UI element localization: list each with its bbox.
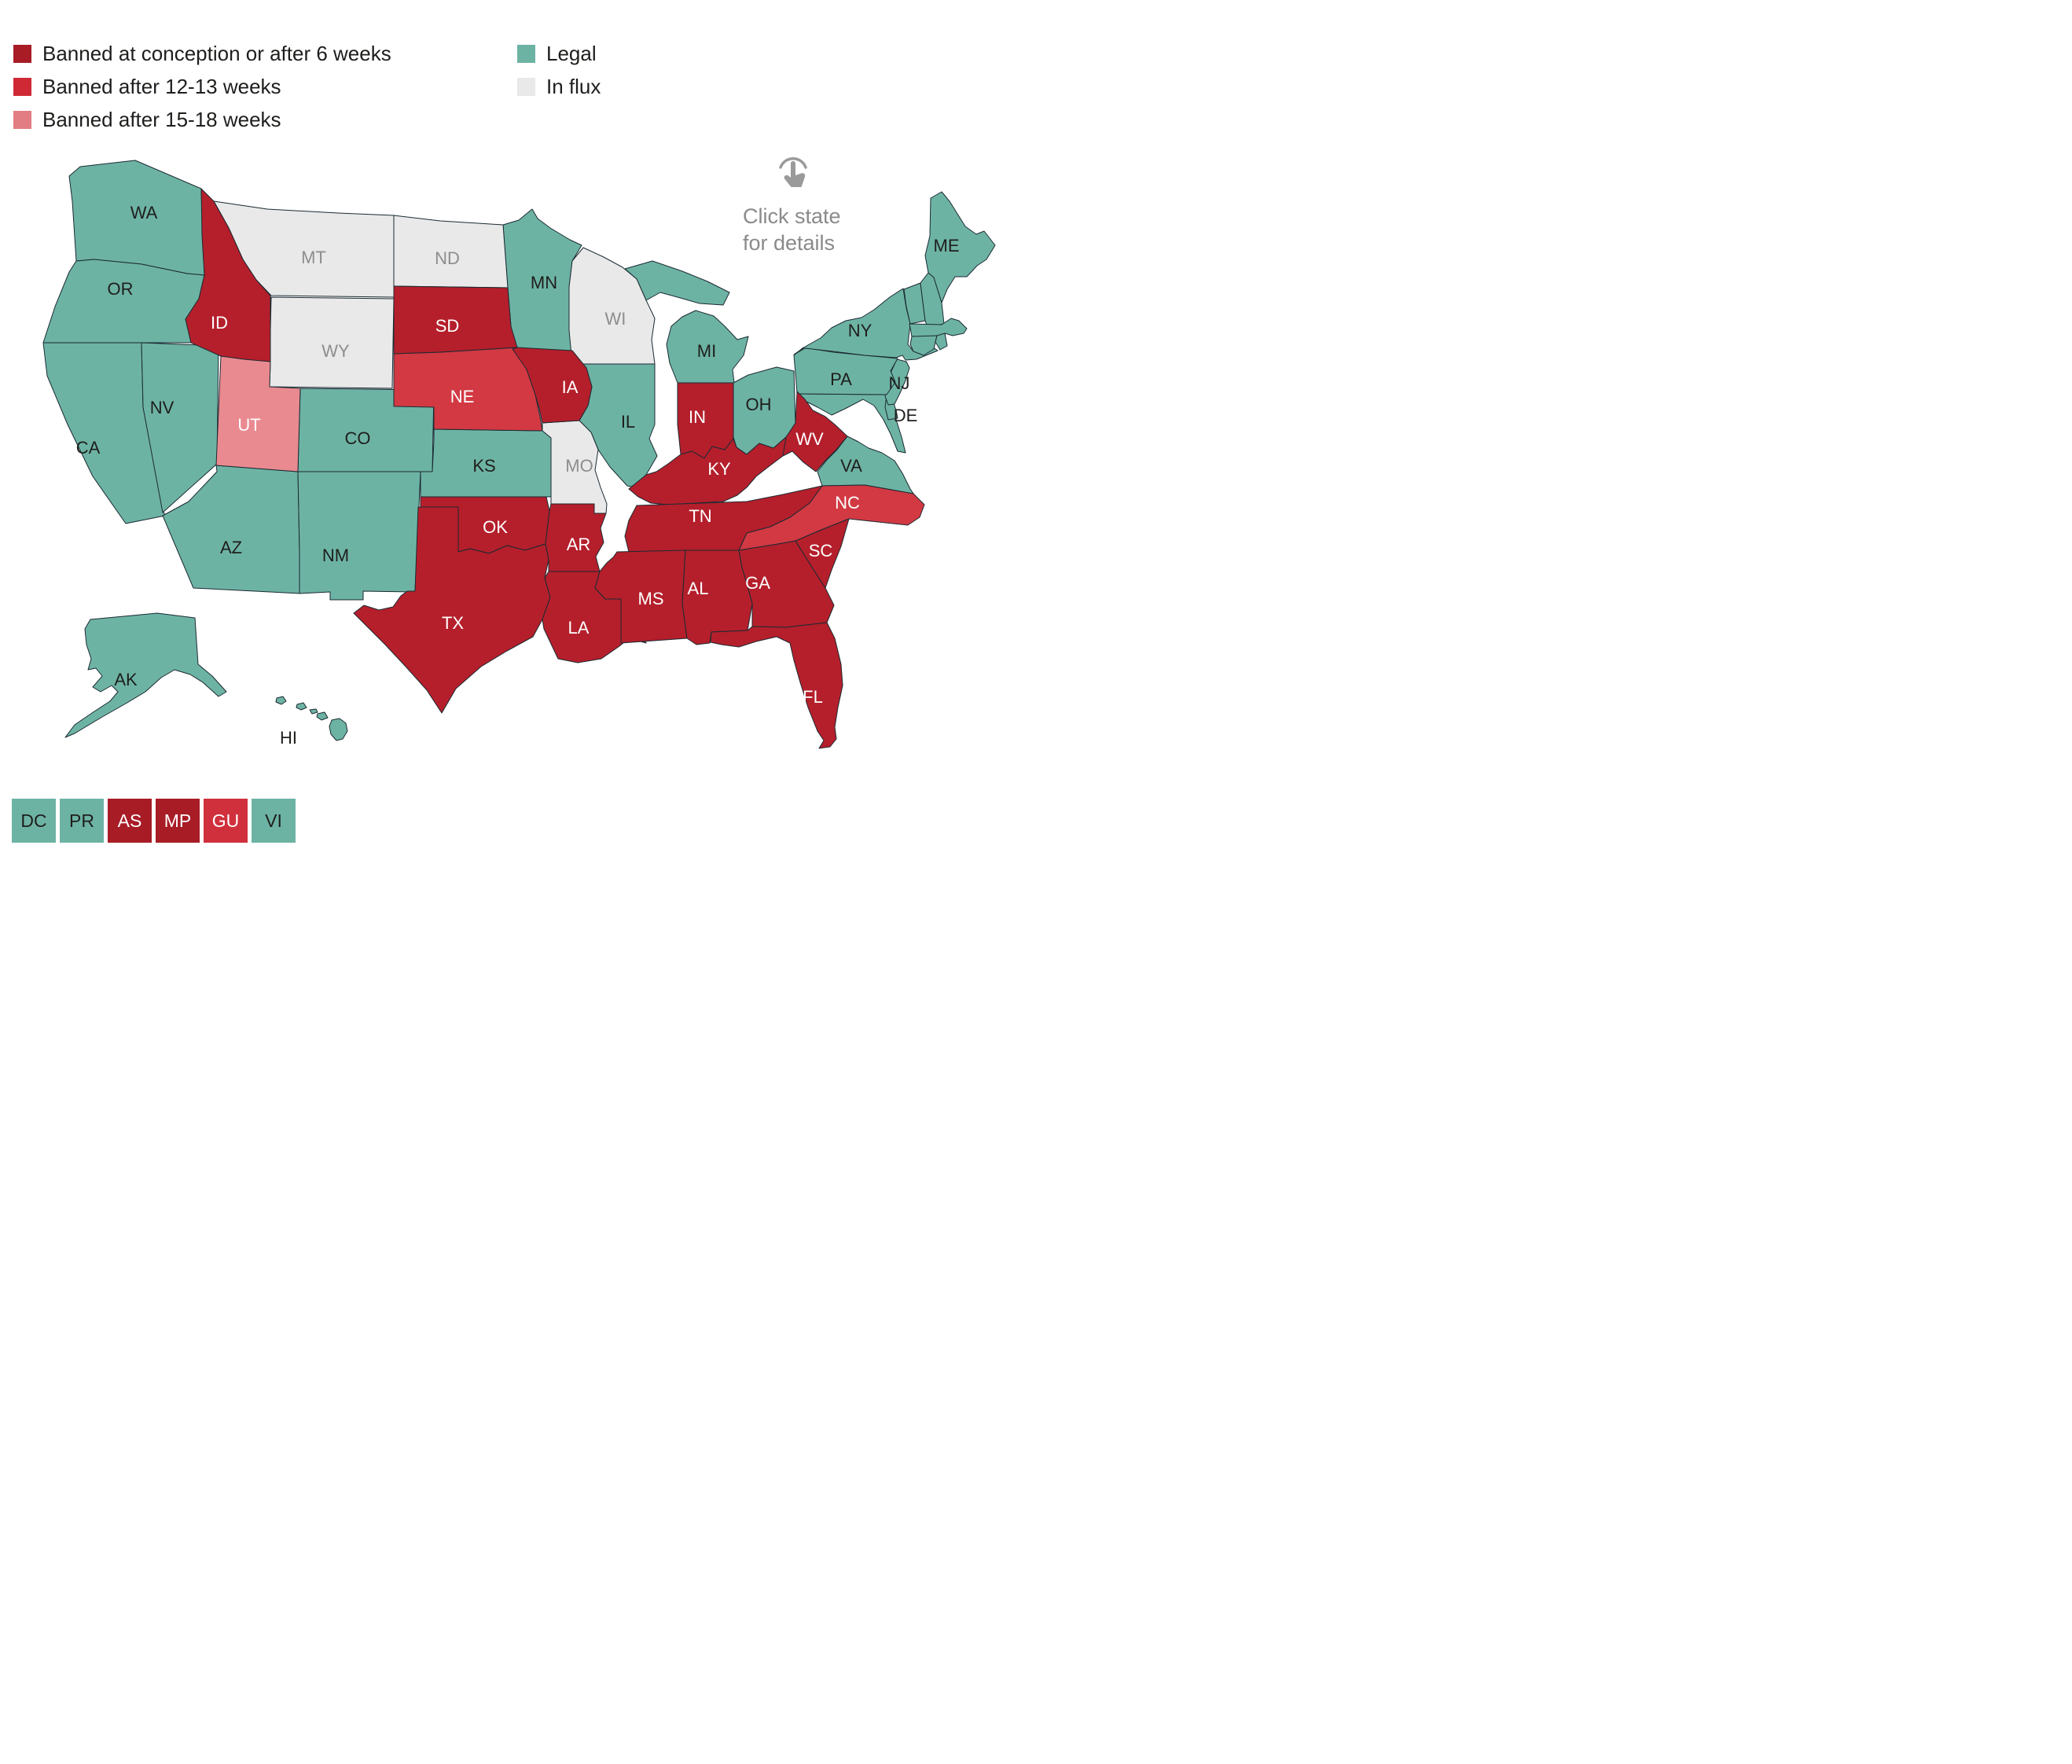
state-SC[interactable]	[795, 518, 850, 589]
state-TX[interactable]	[353, 506, 551, 714]
legend-swatch-banned-6w	[13, 45, 31, 63]
state-HI-maui[interactable]	[316, 711, 329, 721]
legend-label: In flux	[546, 75, 601, 98]
territory-DC[interactable]: DC	[12, 799, 56, 843]
legend-label: Legal	[546, 42, 597, 65]
state-VT[interactable]	[903, 282, 926, 325]
click-state-note: Click state for details	[743, 203, 841, 256]
note-line2: for details	[743, 231, 836, 255]
state-KS[interactable]	[420, 428, 552, 498]
abortion-law-map-page: Banned at conception or after 6 weeks Ba…	[0, 0, 1036, 882]
us-choropleth-map: WA OR CA NV ID MT WY UT CO AZ NM ND SD N…	[42, 160, 996, 749]
legend-item-in-flux: In flux	[517, 75, 601, 99]
legend-swatch-banned-12-13	[13, 78, 31, 96]
state-HI-kauai[interactable]	[275, 696, 287, 705]
territory-PR[interactable]: PR	[60, 799, 104, 843]
state-WY[interactable]	[269, 296, 395, 389]
state-TN[interactable]	[624, 485, 823, 553]
state-NY[interactable]	[793, 288, 939, 361]
territory-MP[interactable]: MP	[156, 799, 200, 843]
legend-label: Banned after 12-13 weeks	[42, 75, 281, 98]
state-MO[interactable]	[542, 420, 608, 514]
state-HI-oahu[interactable]	[296, 702, 307, 711]
click-hand-icon	[779, 157, 807, 187]
legend-item-banned-12-13: Banned after 12-13 weeks	[13, 75, 281, 99]
label-HI: HI	[280, 728, 297, 748]
legend-label: Banned after 15-18 weeks	[42, 108, 281, 131]
territory-AS[interactable]: AS	[108, 799, 152, 843]
state-ME[interactable]	[924, 191, 996, 303]
legend-label: Banned at conception or after 6 weeks	[42, 42, 391, 65]
legend-swatch-banned-15-18	[13, 111, 31, 129]
state-ID[interactable]	[185, 188, 271, 362]
legend-item-banned-6w: Banned at conception or after 6 weeks	[13, 42, 391, 66]
legend-item-banned-15-18: Banned after 15-18 weeks	[13, 108, 281, 132]
state-ND[interactable]	[393, 215, 509, 288]
state-RI[interactable]	[935, 333, 948, 351]
legend-swatch-in-flux	[517, 78, 535, 96]
state-SD[interactable]	[393, 285, 518, 355]
note-line1: Click state	[743, 204, 841, 228]
state-NM[interactable]	[297, 471, 421, 601]
state-WI[interactable]	[568, 247, 656, 365]
state-IN[interactable]	[677, 382, 734, 459]
state-OR[interactable]	[42, 259, 205, 344]
state-FL[interactable]	[710, 622, 843, 749]
territory-VI[interactable]: VI	[252, 799, 296, 843]
state-MI[interactable]	[666, 310, 749, 384]
state-HI-molokai[interactable]	[309, 708, 318, 715]
state-VA[interactable]	[817, 435, 914, 494]
state-IA[interactable]	[512, 347, 593, 424]
legend-swatch-legal	[517, 45, 535, 63]
state-AK[interactable]	[64, 612, 227, 738]
legend-item-legal: Legal	[517, 42, 597, 66]
state-AR[interactable]	[545, 503, 607, 572]
state-HI[interactable]	[329, 718, 348, 741]
state-WV[interactable]	[782, 391, 848, 472]
state-WA[interactable]	[68, 160, 205, 276]
territory-GU[interactable]: GU	[204, 799, 248, 843]
state-KY[interactable]	[628, 436, 795, 505]
